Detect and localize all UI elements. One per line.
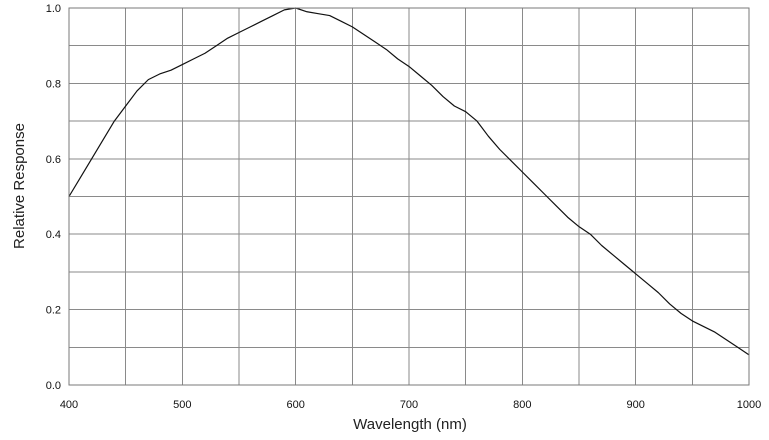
y-tick-label: 0.2 [46, 305, 61, 317]
y-tick-label: 0.6 [46, 154, 61, 166]
x-tick-label: 400 [60, 399, 78, 411]
x-axis-title: Wavelength (nm) [353, 416, 467, 433]
plot-frame [68, 7, 750, 386]
series-layer [68, 7, 750, 356]
x-tick-label: 600 [286, 399, 304, 411]
grid-layer [69, 8, 749, 385]
x-tick-label: 700 [400, 399, 418, 411]
y-tick-label: 1.0 [46, 3, 61, 15]
y-tick-label: 0.8 [46, 78, 61, 90]
tick-label-layer: 400 500 600 700 800 900 1000 0.0 0.2 0.4 0.6 0.8 1.0 [46, 3, 762, 411]
relative-response-line [68, 7, 750, 356]
x-tick-label: 500 [173, 399, 191, 411]
y-axis-title: Relative Response [11, 123, 28, 249]
y-tick-label: 0.0 [46, 380, 61, 392]
x-tick-label: 1000 [737, 399, 761, 411]
x-tick-label: 900 [626, 399, 644, 411]
x-tick-label: 800 [513, 399, 531, 411]
y-tick-label: 0.4 [46, 229, 61, 241]
